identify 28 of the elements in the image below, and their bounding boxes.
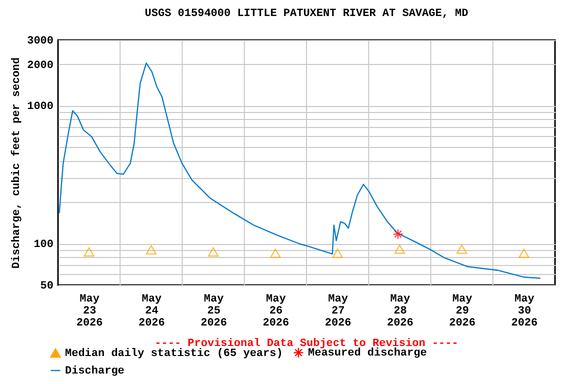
x-tick-label: May 28 2026 xyxy=(386,294,414,330)
legend-label: Discharge xyxy=(65,366,125,378)
x-tick-label: May 29 2026 xyxy=(449,294,476,330)
point xyxy=(146,245,157,255)
y-tick-label: 50 xyxy=(40,280,54,292)
point xyxy=(456,244,468,254)
point xyxy=(518,248,530,258)
chart-title: USGS 01594000 LITTLE PATUXENT RIVER AT SAVAGE, MD xyxy=(144,8,469,20)
line-series xyxy=(58,62,541,279)
y-axis-title: Discharge, cubic feet per second xyxy=(10,57,24,269)
y-tick-label: 3000 xyxy=(27,36,54,48)
point xyxy=(392,228,404,240)
x-tick-label: May 30 2026 xyxy=(511,294,538,330)
x-tick-label: May 24 2026 xyxy=(138,294,165,330)
y-tick-label: 1000 xyxy=(27,101,54,114)
x-tick-label: May 27 2026 xyxy=(324,294,352,330)
x-tick-label: May 23 2026 xyxy=(76,294,103,330)
point xyxy=(208,247,219,257)
y-tick-label: 100 xyxy=(34,239,54,252)
legend-label: Median daily statistic (65 years) xyxy=(65,348,283,360)
point xyxy=(84,247,94,257)
y-tick-label: 2000 xyxy=(27,60,54,72)
x-tick-label: May 26 2026 xyxy=(262,294,290,330)
point xyxy=(332,248,343,258)
x-tick-label: May 25 2026 xyxy=(200,294,228,330)
point xyxy=(394,244,406,254)
legend-label: Measured discharge xyxy=(308,348,428,360)
point xyxy=(270,248,281,258)
